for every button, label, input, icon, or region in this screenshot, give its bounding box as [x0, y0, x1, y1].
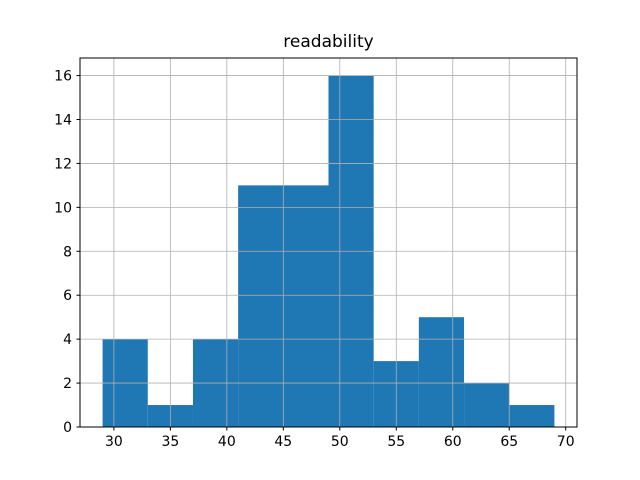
x-tick-label: 45 — [274, 434, 292, 450]
x-tick-label: 55 — [387, 434, 405, 450]
plot-border — [79, 57, 578, 428]
histogram-bar — [464, 383, 510, 427]
axes-frame — [79, 57, 578, 428]
x-tick-label: 35 — [161, 434, 179, 450]
y-tick-label: 8 — [63, 244, 72, 260]
y-tick-label: 16 — [54, 69, 72, 85]
y-tick-label: 14 — [54, 113, 72, 129]
tick-labels-group: 30 35 40 45 50 55 60 65 70 0 2 4 6 8 10 12 14 16 — [54, 69, 574, 450]
y-tick-label: 6 — [63, 288, 72, 304]
y-tick-label: 0 — [63, 420, 72, 436]
histogram-bar — [509, 405, 555, 427]
x-tick-label: 70 — [557, 434, 575, 450]
x-tick-label: 60 — [444, 434, 462, 450]
y-tick-label: 12 — [54, 156, 72, 172]
histogram-bar — [238, 185, 284, 427]
y-tick-label: 2 — [63, 376, 72, 392]
chart-title: readability — [283, 32, 373, 52]
x-tick-label: 65 — [500, 434, 518, 450]
x-tick-label: 40 — [218, 434, 236, 450]
x-tick-label: 50 — [331, 434, 349, 450]
histogram-bar — [418, 317, 465, 427]
y-tick-label: 10 — [54, 200, 72, 216]
x-tick-label: 30 — [105, 434, 123, 450]
gridlines-group — [80, 58, 577, 428]
y-tick-label: 4 — [63, 332, 72, 348]
histogram-bar — [283, 185, 329, 427]
